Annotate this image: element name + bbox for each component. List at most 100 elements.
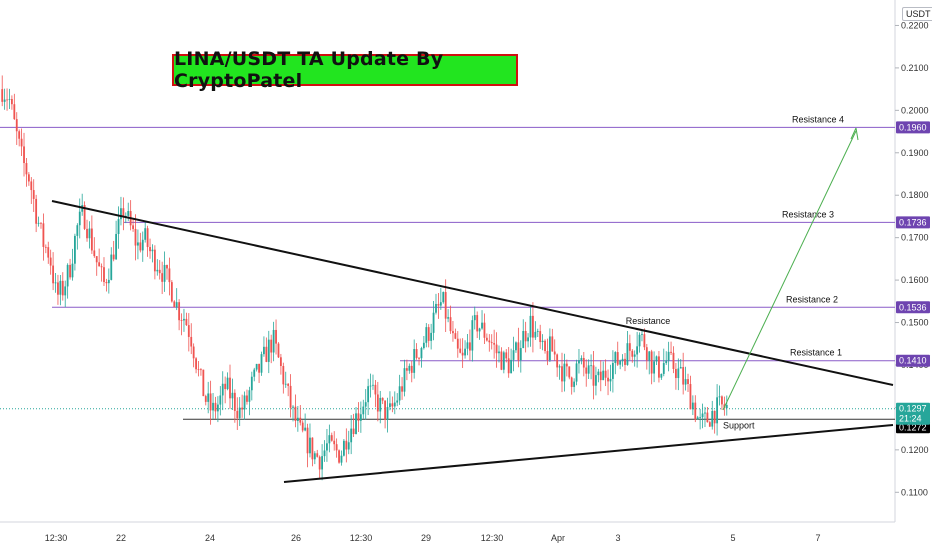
candle-body: [616, 352, 619, 365]
candle-body: [214, 402, 217, 412]
candle-body: [284, 383, 287, 385]
candle-body: [384, 400, 387, 420]
candle-body: [163, 264, 166, 282]
x-tick-label: 29: [421, 533, 431, 543]
candle-body: [318, 456, 321, 470]
candle-body: [296, 417, 299, 421]
candle-body: [403, 368, 406, 392]
y-tick-label: 0.1900: [901, 148, 929, 158]
candle-body: [505, 352, 508, 359]
candle-body: [442, 292, 445, 303]
y-tick-label: 0.1200: [901, 445, 929, 455]
candle-body: [393, 402, 396, 407]
x-tick-label: 22: [116, 533, 126, 543]
candle-body: [275, 329, 277, 344]
candle-body: [670, 351, 672, 353]
candle-body: [115, 233, 118, 260]
candle-body: [563, 363, 566, 382]
candle-body: [166, 264, 168, 269]
candle-body: [37, 222, 40, 224]
candle-body: [694, 402, 697, 420]
candle-body: [168, 268, 171, 283]
current-price-tag: [896, 402, 930, 425]
candle-body: [282, 366, 285, 385]
candle-body: [95, 256, 98, 263]
candle-body: [391, 403, 394, 407]
candle-body: [40, 222, 42, 224]
candle-body: [197, 369, 200, 371]
candle-body: [253, 369, 256, 377]
candle-body: [250, 376, 253, 391]
candle-body: [248, 390, 251, 402]
candle-body: [107, 279, 110, 284]
candle-body: [548, 336, 551, 361]
candle-body: [338, 450, 340, 463]
candle-body: [153, 249, 156, 272]
candle-body: [386, 407, 389, 420]
candle-body: [151, 249, 154, 252]
candle-body: [86, 228, 88, 239]
candle-body: [539, 331, 542, 343]
candle-body: [74, 235, 76, 264]
candle-body: [61, 280, 64, 296]
candle-body: [144, 228, 147, 240]
candle-body: [684, 379, 687, 385]
candle-body: [3, 99, 6, 102]
candle-body: [696, 417, 699, 420]
candle-body: [100, 266, 103, 268]
candle-body: [146, 228, 149, 248]
candle-body: [602, 370, 605, 381]
price-tag: [896, 354, 930, 367]
candle-body: [418, 357, 420, 359]
candle-body: [532, 315, 534, 338]
candle-body: [175, 302, 178, 308]
candle-body: [469, 342, 471, 351]
candle-body: [512, 350, 515, 360]
candle-body: [435, 303, 437, 313]
candle-body: [691, 402, 694, 410]
candle-body: [456, 338, 459, 349]
candle-body: [626, 343, 629, 365]
candle-body: [628, 343, 631, 351]
price-tag: [896, 216, 930, 229]
candle-body: [294, 406, 297, 421]
candle-body: [287, 383, 290, 386]
candle-body: [485, 337, 488, 341]
candle-body: [54, 282, 57, 284]
candle-body: [321, 456, 324, 470]
candle-body: [350, 428, 353, 443]
candle-body: [575, 363, 578, 382]
candle-body: [367, 386, 370, 403]
candle-body: [648, 351, 651, 361]
candle-body: [687, 379, 689, 385]
countdown-label: 21:24: [899, 414, 922, 424]
candle-body: [704, 412, 706, 414]
candle-body: [241, 407, 244, 410]
candle-body: [238, 407, 241, 419]
candle-body: [507, 358, 510, 374]
price-tag-label: 0.1410: [899, 356, 927, 366]
candle-body: [449, 317, 452, 332]
candle-body: [156, 269, 159, 272]
x-tick-label: 7: [815, 533, 820, 543]
candle-body: [444, 292, 447, 319]
candle-body: [439, 302, 442, 306]
candle-body: [471, 320, 474, 351]
candle-body: [585, 367, 588, 374]
unit-badge[interactable]: USDT: [902, 7, 932, 21]
candle-body: [120, 208, 122, 220]
candle-body: [69, 264, 71, 278]
candle-body: [546, 351, 549, 361]
candle-body: [255, 363, 258, 370]
price-axis: [895, 0, 932, 550]
candle-body: [631, 350, 634, 357]
candle-body: [309, 437, 311, 454]
candle-body: [725, 405, 728, 409]
candle-body: [381, 397, 384, 401]
candle-body: [597, 371, 600, 376]
candle-body: [323, 450, 326, 457]
candle-body: [524, 330, 527, 342]
candle-body: [279, 357, 282, 367]
candle-body: [127, 211, 130, 216]
